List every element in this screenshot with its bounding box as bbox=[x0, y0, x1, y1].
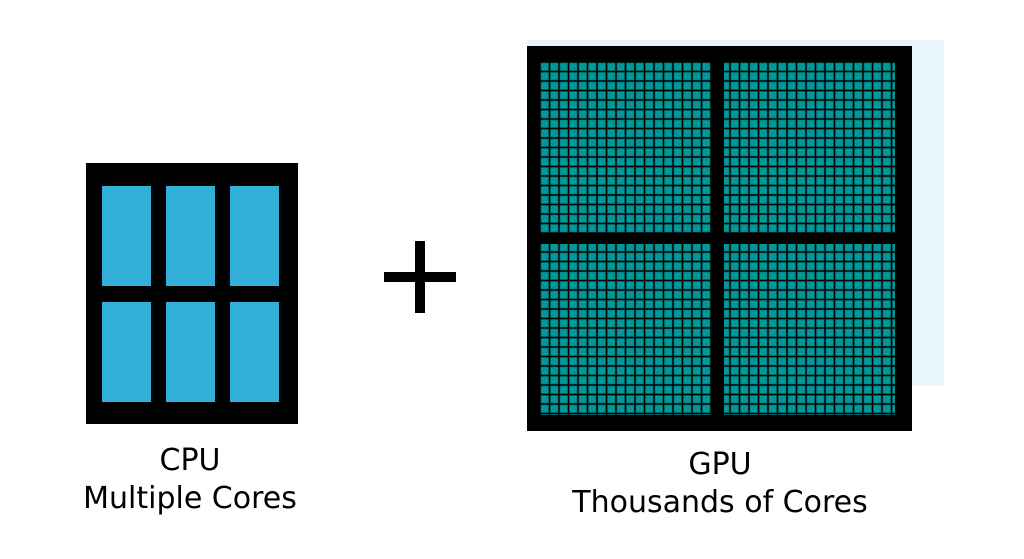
plus-icon bbox=[384, 241, 456, 313]
gpu-label: GPU Thousands of Cores bbox=[520, 446, 920, 522]
cpu-core bbox=[230, 302, 279, 402]
gpu-core-block-bl bbox=[540, 244, 711, 415]
cpu-core bbox=[166, 186, 215, 286]
gpu-subtitle: Thousands of Cores bbox=[572, 485, 868, 520]
cpu-core bbox=[230, 186, 279, 286]
cpu-chip bbox=[86, 163, 298, 424]
gpu-chip bbox=[527, 46, 912, 431]
cpu-core bbox=[102, 186, 151, 286]
cpu-core bbox=[166, 302, 215, 402]
gpu-core-block-tr bbox=[724, 62, 895, 233]
cpu-title: CPU bbox=[159, 443, 221, 478]
cpu-core bbox=[102, 302, 151, 402]
gpu-core-block-tl bbox=[540, 62, 711, 233]
cpu-label: CPU Multiple Cores bbox=[40, 442, 340, 518]
cpu-subtitle: Multiple Cores bbox=[83, 481, 297, 516]
gpu-title: GPU bbox=[688, 447, 752, 482]
gpu-core-block-br bbox=[724, 244, 895, 415]
